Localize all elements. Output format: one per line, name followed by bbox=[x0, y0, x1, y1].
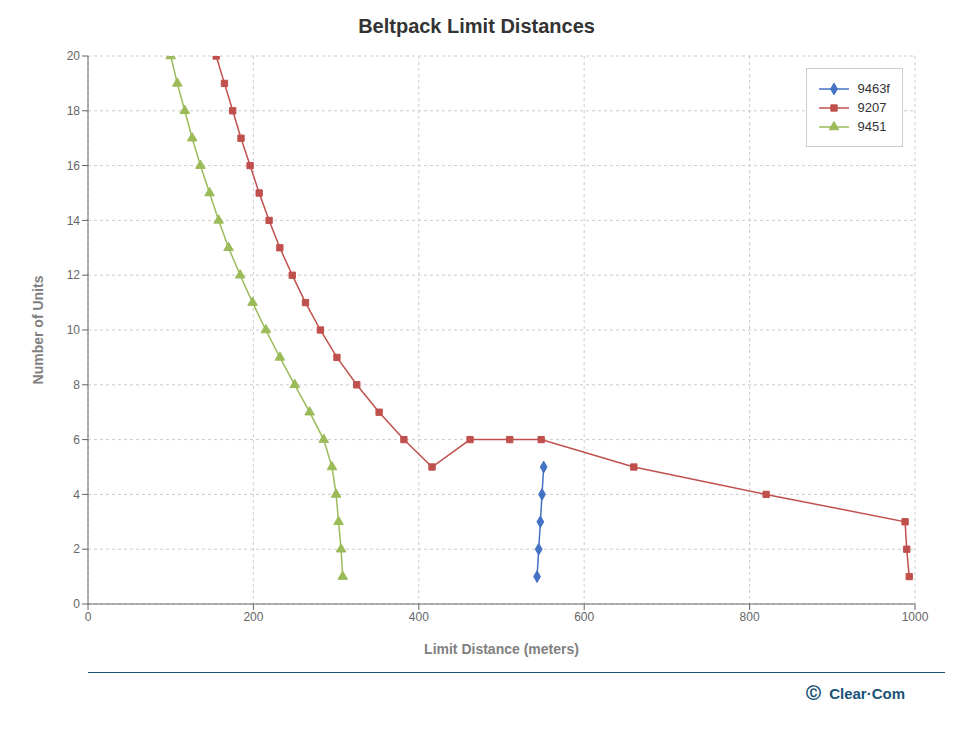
svg-text:12: 12 bbox=[67, 268, 81, 282]
svg-text:10: 10 bbox=[67, 323, 81, 337]
svg-text:400: 400 bbox=[409, 610, 429, 624]
svg-text:200: 200 bbox=[243, 610, 263, 624]
svg-text:800: 800 bbox=[740, 610, 760, 624]
svg-text:8: 8 bbox=[73, 378, 80, 392]
svg-text:600: 600 bbox=[574, 610, 594, 624]
html-text:9451: 9451 bbox=[857, 119, 887, 134]
html-text:9463f: 9463f bbox=[857, 81, 890, 96]
svg-text:Number of Units: Number of Units bbox=[30, 275, 46, 384]
svg-text:2: 2 bbox=[73, 542, 80, 556]
svg-text:6: 6 bbox=[73, 433, 80, 447]
svg-text:16: 16 bbox=[67, 159, 81, 173]
svg-text:Limit Distance (meters): Limit Distance (meters) bbox=[424, 641, 579, 657]
svg-text:18: 18 bbox=[67, 104, 81, 118]
svg-text:1000: 1000 bbox=[902, 610, 929, 624]
html-text:Clear·Com: Clear·Com bbox=[829, 684, 905, 702]
svg-text:14: 14 bbox=[67, 214, 81, 228]
svg-text:4: 4 bbox=[73, 488, 80, 502]
svg-text:0: 0 bbox=[85, 610, 92, 624]
html-text:9207: 9207 bbox=[857, 100, 887, 115]
svg-text:0: 0 bbox=[73, 597, 80, 611]
html-text:Beltpack Limit Distances: Beltpack Limit Distances bbox=[358, 15, 595, 37]
svg-text:20: 20 bbox=[67, 49, 81, 63]
